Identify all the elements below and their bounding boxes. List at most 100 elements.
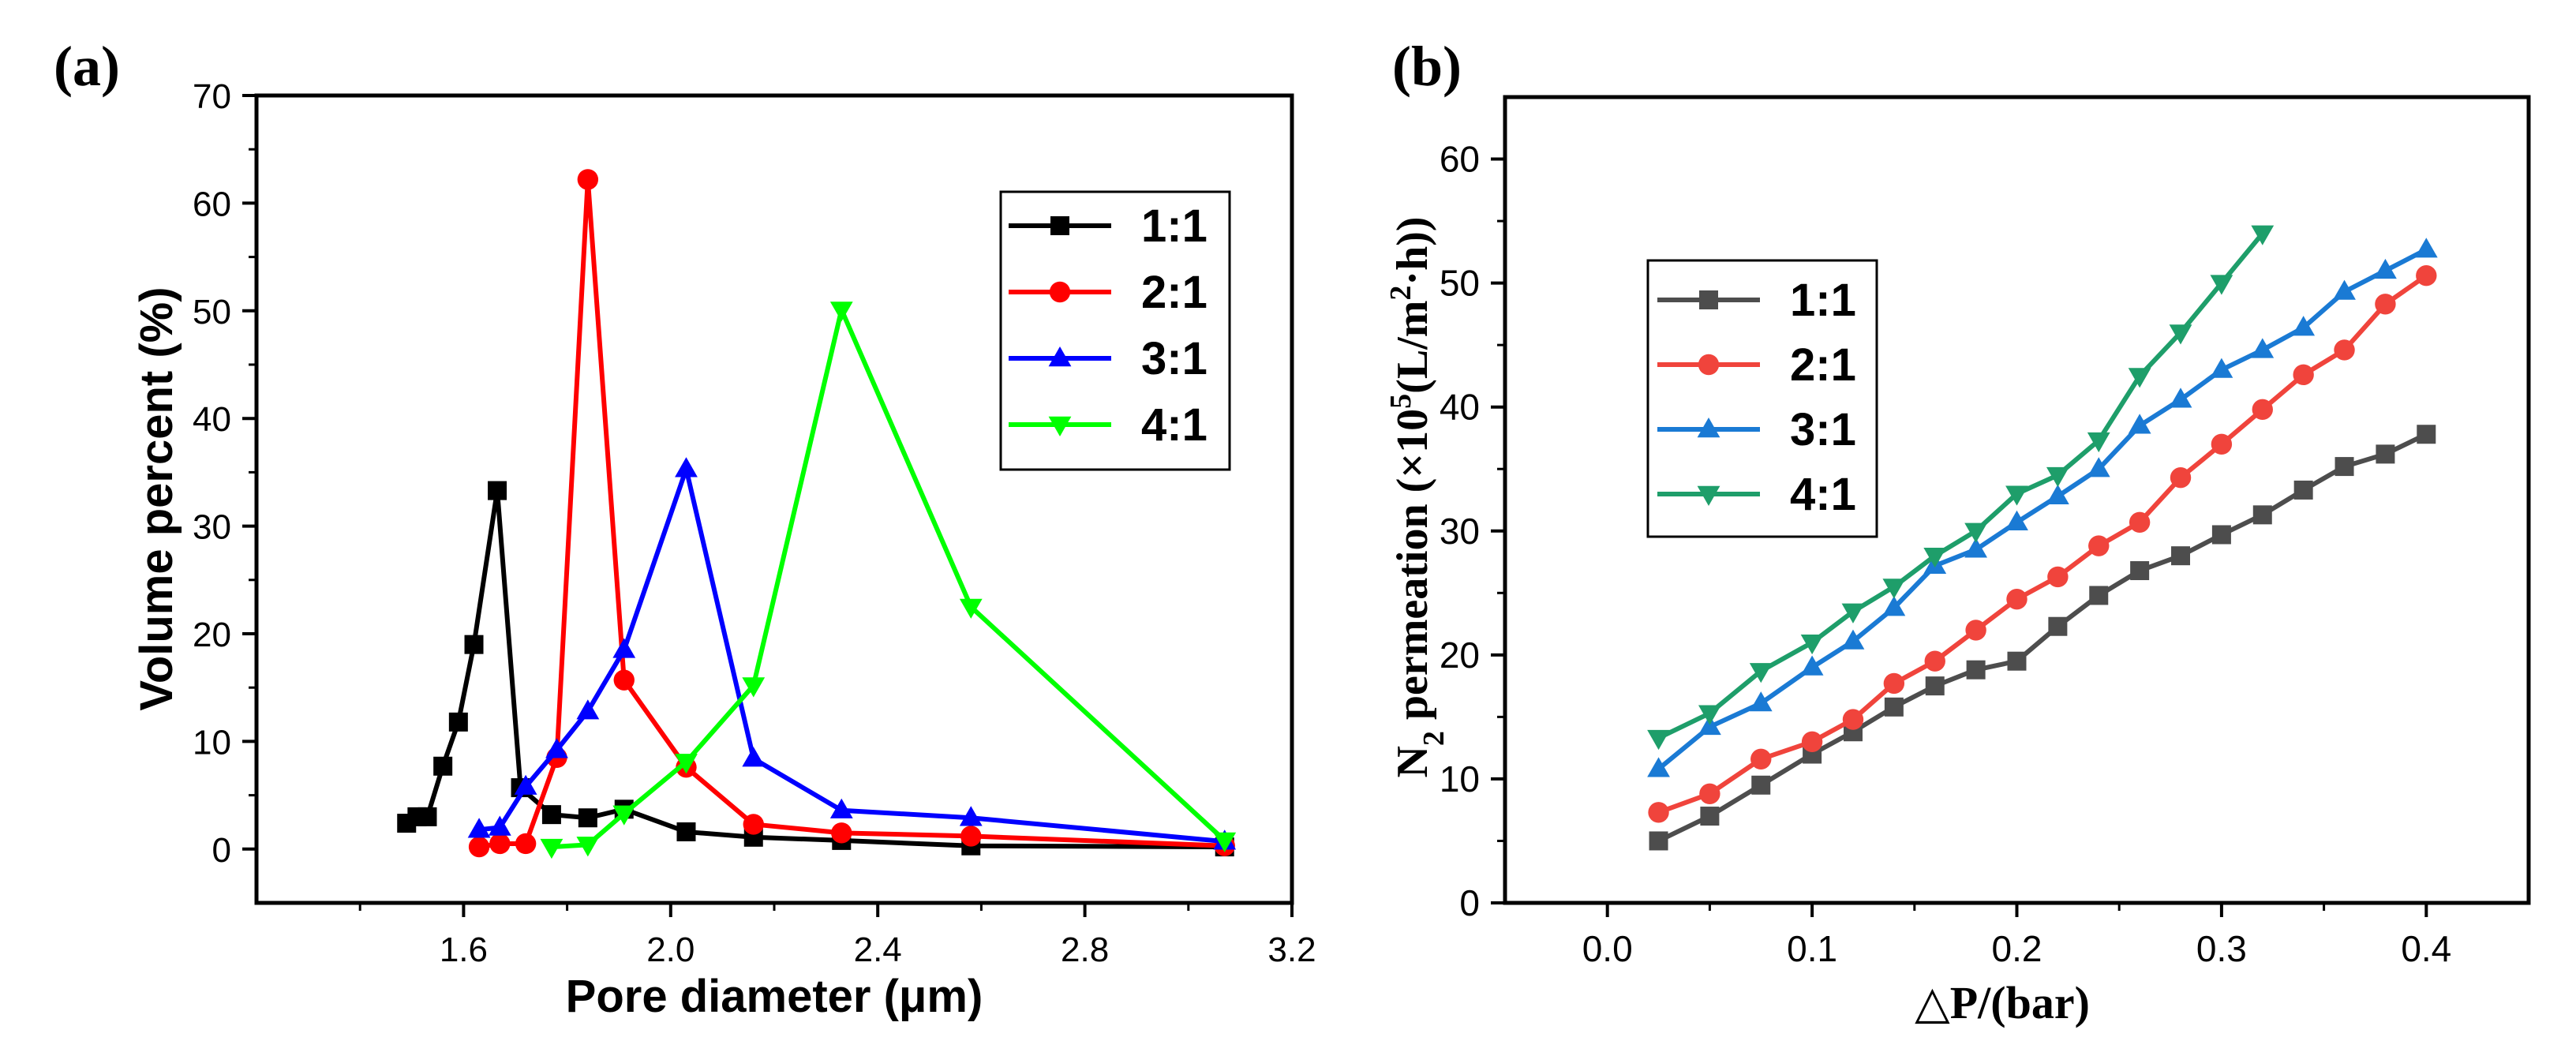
data-point — [1751, 775, 1771, 795]
data-point — [433, 756, 453, 776]
data-point — [742, 677, 766, 698]
data-point — [612, 805, 636, 826]
y-tick-label: 40 — [1440, 387, 1480, 428]
y-label-part: 2 — [1417, 731, 1451, 746]
y-tick-label: 30 — [193, 508, 231, 547]
data-point — [1698, 705, 1721, 725]
y-tick-label: 60 — [193, 185, 231, 223]
data-point — [2171, 546, 2191, 566]
data-point — [2128, 414, 2151, 434]
data-point — [2128, 368, 2151, 388]
y-tick-label: 0 — [212, 831, 231, 870]
data-point — [2088, 535, 2110, 556]
legend-label: 4:1 — [1141, 399, 1208, 451]
series-4-1 — [1647, 225, 2275, 751]
panel-a-series — [397, 169, 1237, 859]
data-point — [1884, 697, 1904, 717]
data-point — [2170, 467, 2192, 489]
panel-a-chart: (a) 1.6 2.0 2.4 2.8 3.2 0 10 20 30 40 50 60 70 Pore … — [54, 35, 1316, 1022]
data-point — [2169, 388, 2192, 408]
x-tick-label: 2.4 — [854, 931, 902, 969]
y-label-part: 2 — [1384, 286, 1417, 301]
data-point — [2129, 511, 2151, 533]
x-tick-label: 0.3 — [2196, 928, 2247, 969]
data-point — [675, 754, 698, 774]
y-tick-label: 10 — [193, 723, 231, 762]
data-point — [2087, 432, 2110, 453]
data-point — [1841, 629, 1865, 650]
data-point — [540, 838, 564, 859]
data-point — [448, 712, 468, 732]
data-point — [2169, 324, 2192, 345]
data-point — [2046, 484, 2069, 504]
data-point — [612, 638, 636, 658]
data-point — [2293, 364, 2314, 386]
legend-marker — [1699, 290, 1718, 309]
x-tick-label: 0.4 — [2401, 928, 2451, 969]
data-point — [1750, 748, 1772, 770]
data-point — [2293, 480, 2313, 500]
series-line — [405, 488, 1225, 850]
data-point — [578, 808, 597, 828]
legend-marker — [1698, 354, 1720, 376]
data-point — [541, 805, 561, 825]
legend-item: 3:1 — [1657, 404, 1856, 455]
data-point — [577, 169, 599, 190]
data-point — [613, 669, 635, 691]
y-tick-label: 20 — [193, 616, 231, 654]
legend-item: 2:1 — [1657, 339, 1856, 391]
legend-marker — [1048, 346, 1072, 367]
data-point — [1966, 660, 1986, 680]
data-point — [2089, 586, 2109, 605]
y-label-part: (L/m — [1388, 301, 1437, 394]
data-point — [488, 481, 507, 500]
legend-marker — [1049, 281, 1071, 303]
data-point — [2007, 651, 2027, 671]
data-point — [742, 747, 766, 767]
legend-marker — [1048, 416, 1072, 436]
data-point — [2251, 225, 2275, 245]
legend-marker — [1050, 216, 1069, 235]
data-point — [1964, 537, 1988, 558]
data-point — [675, 457, 698, 477]
x-tick-label: 1.6 — [440, 931, 488, 969]
data-point — [2047, 566, 2069, 588]
panel-b-legend: 1:1 2:1 3:1 4:1 — [1646, 259, 1878, 538]
x-tick-label: 3.2 — [1267, 931, 1316, 969]
panel-a-legend: 1:1 2:1 3:1 4:1 — [999, 190, 1231, 471]
data-point — [831, 822, 852, 844]
data-point — [1923, 547, 1947, 568]
y-label-part: N — [1388, 746, 1437, 777]
data-point — [1842, 709, 1864, 730]
legend-label: 3:1 — [1141, 333, 1208, 384]
legend-item: 4:1 — [1657, 469, 1856, 520]
panel-b-x-axis-label: △P/(bar) — [1915, 977, 2090, 1028]
data-point — [2252, 505, 2272, 525]
data-point — [1964, 522, 1988, 543]
panel-b-series — [1647, 225, 2438, 851]
data-point — [1699, 783, 1720, 804]
data-point — [464, 635, 484, 654]
data-point — [468, 836, 490, 858]
y-tick-label: 0 — [1459, 882, 1480, 923]
legend-item: 1:1 — [1657, 275, 1856, 326]
panel-a-label: (a) — [54, 35, 120, 98]
data-point — [545, 738, 568, 758]
data-point — [1965, 620, 1986, 641]
data-point — [1882, 596, 1906, 616]
data-point — [2210, 275, 2233, 295]
data-point — [1882, 579, 1906, 599]
data-point — [676, 822, 696, 841]
y-tick-label: 30 — [1440, 511, 1480, 552]
y-label-part: permeation (×10 — [1388, 409, 1437, 731]
data-point — [743, 814, 764, 835]
series-2-1 — [1648, 264, 2437, 823]
y-tick-label: 50 — [1440, 263, 1480, 304]
legend-marker — [1697, 418, 1720, 438]
legend-item: 4:1 — [1009, 399, 1208, 451]
data-point — [959, 806, 983, 826]
y-tick-label: 60 — [1440, 139, 1480, 180]
data-point — [2333, 279, 2356, 300]
data-point — [1213, 832, 1237, 852]
